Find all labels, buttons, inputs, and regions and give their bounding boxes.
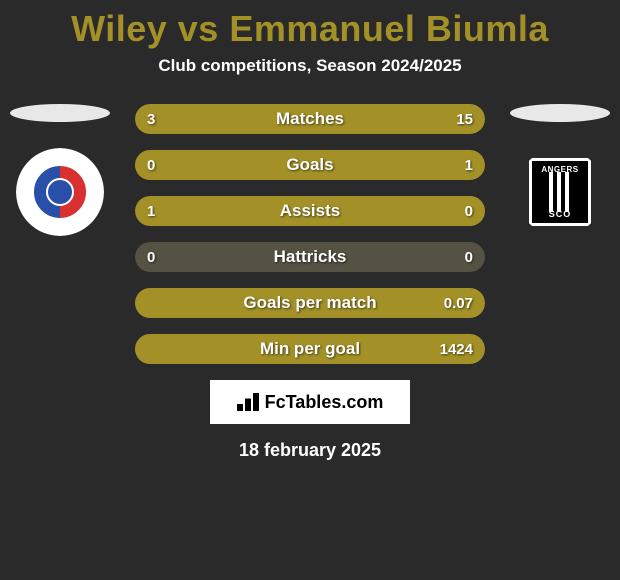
comparison-content: ANGERS SCO 3Matches150Goals11Assists00Ha…	[0, 104, 620, 364]
fctables-logo-icon	[237, 393, 259, 411]
player-right-avatar	[510, 104, 610, 122]
stat-label: Goals	[135, 150, 485, 180]
stat-label: Assists	[135, 196, 485, 226]
player-right-column: ANGERS SCO	[510, 104, 610, 236]
stat-bar-row: 3Matches15	[135, 104, 485, 134]
stat-right-value: 1	[453, 150, 485, 180]
player-left-column	[10, 104, 110, 236]
stat-right-value: 15	[444, 104, 485, 134]
watermark-badge: FcTables.com	[210, 380, 410, 424]
page-subtitle: Club competitions, Season 2024/2025	[0, 56, 620, 76]
stat-label: Hattricks	[135, 242, 485, 272]
club-right-top-label: ANGERS	[532, 165, 588, 174]
club-badge-left-icon	[31, 163, 89, 221]
stat-bar-row: 0Hattricks0	[135, 242, 485, 272]
stat-bar-row: Min per goal1424	[135, 334, 485, 364]
player-right-club-badge: ANGERS SCO	[516, 148, 604, 236]
club-right-stripes-icon	[549, 172, 571, 212]
stat-right-value: 0	[453, 242, 485, 272]
club-right-bottom-label: SCO	[532, 209, 588, 219]
page-title: Wiley vs Emmanuel Biumla	[0, 0, 620, 50]
watermark-text: FcTables.com	[265, 392, 384, 413]
player-left-club-badge	[16, 148, 104, 236]
stats-bars: 3Matches150Goals11Assists00Hattricks0Goa…	[135, 104, 485, 364]
player-left-avatar	[10, 104, 110, 122]
stat-right-value: 1424	[428, 334, 485, 364]
stat-bar-row: 1Assists0	[135, 196, 485, 226]
stat-label: Matches	[135, 104, 485, 134]
date-text: 18 february 2025	[0, 440, 620, 461]
stat-bar-row: Goals per match0.07	[135, 288, 485, 318]
stat-right-value: 0	[453, 196, 485, 226]
stat-bar-row: 0Goals1	[135, 150, 485, 180]
stat-right-value: 0.07	[432, 288, 485, 318]
club-badge-right-icon: ANGERS SCO	[529, 158, 591, 226]
